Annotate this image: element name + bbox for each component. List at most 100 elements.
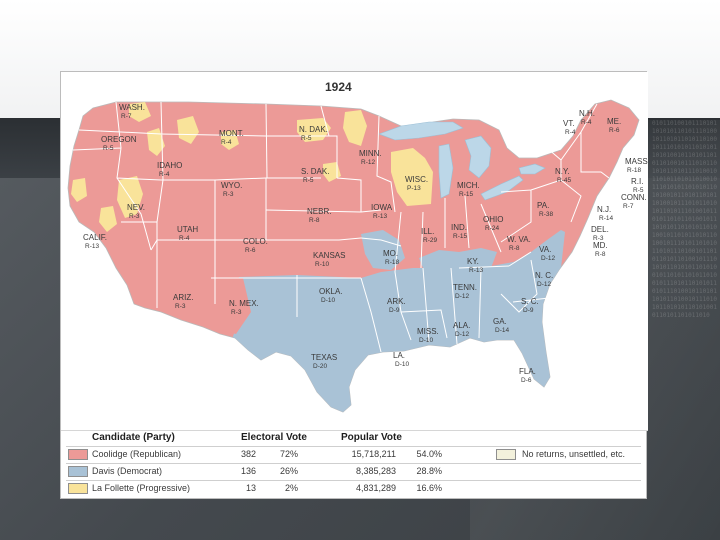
state-label: COLO. bbox=[243, 237, 268, 246]
lake-erie bbox=[480, 175, 524, 201]
state-label: IOWA bbox=[371, 203, 393, 212]
state-electoral-votes: R-14 bbox=[599, 215, 613, 222]
state-label: N. MEX. bbox=[229, 299, 259, 308]
legend-no-returns: No returns, unsettled, etc. bbox=[522, 449, 626, 459]
legend-row-republican: Coolidge (Republican) 382 72% 15,718,211… bbox=[66, 448, 641, 462]
legend-candidate: Davis (Democrat) bbox=[92, 466, 163, 476]
legend-header-popular: Popular Vote bbox=[341, 432, 402, 443]
election-map-figure: 1924 bbox=[60, 71, 648, 499]
state-label: VT. bbox=[563, 119, 575, 128]
legend-rule bbox=[66, 446, 641, 447]
legend-ev: 136 bbox=[240, 466, 256, 476]
state-electoral-votes: R-5 bbox=[633, 187, 644, 194]
state-electoral-votes: R-29 bbox=[423, 237, 437, 244]
state-electoral-votes: D-12 bbox=[541, 255, 555, 262]
state-label: N. C. bbox=[535, 271, 553, 280]
legend-table: Candidate (Party) Electoral Vote Popular… bbox=[66, 430, 641, 496]
virginia-region bbox=[503, 230, 565, 268]
state-label: KY. bbox=[467, 257, 479, 266]
legend-ev-pct: 72% bbox=[279, 449, 298, 459]
legend-header-candidate: Candidate (Party) bbox=[92, 432, 175, 443]
washington-progressive bbox=[129, 102, 151, 122]
state-label: ALA. bbox=[453, 321, 470, 330]
state-label: DEL. bbox=[591, 225, 609, 234]
state-label: IDAHO bbox=[157, 161, 182, 170]
state-label: MD. bbox=[593, 241, 608, 250]
state-electoral-votes: D-9 bbox=[389, 307, 400, 314]
us-election-map: 1924 bbox=[61, 72, 648, 430]
state-label: CALIF. bbox=[83, 233, 107, 242]
state-electoral-votes: R-3 bbox=[175, 303, 186, 310]
state-electoral-votes: R-15 bbox=[459, 191, 473, 198]
state-electoral-votes: R-45 bbox=[557, 177, 571, 184]
state-label: OREGON bbox=[101, 135, 137, 144]
lake-ontario bbox=[518, 163, 546, 175]
wisconsin-progressive bbox=[391, 148, 433, 206]
legend-pv-pct: 54.0% bbox=[416, 449, 442, 459]
state-electoral-votes: R-18 bbox=[627, 167, 641, 174]
state-electoral-votes: D-10 bbox=[321, 297, 335, 304]
legend-rule bbox=[66, 480, 641, 481]
state-label: ARK. bbox=[387, 297, 406, 306]
state-label: GA. bbox=[493, 317, 507, 326]
legend-rule bbox=[66, 463, 641, 464]
state-electoral-votes: R-12 bbox=[361, 159, 375, 166]
state-electoral-votes: P-13 bbox=[407, 185, 421, 192]
state-label: N.J. bbox=[597, 205, 611, 214]
legend-pv: 8,385,283 bbox=[355, 466, 396, 476]
state-electoral-votes: R-6 bbox=[609, 127, 620, 134]
state-electoral-votes: R-8 bbox=[509, 245, 520, 252]
state-electoral-votes: R-13 bbox=[373, 213, 387, 220]
nevada-progressive-2 bbox=[99, 206, 117, 232]
legend-swatch-republican bbox=[68, 449, 88, 460]
state-label: R.I. bbox=[631, 177, 643, 186]
state-label: LA. bbox=[393, 351, 405, 360]
state-label: TENN. bbox=[453, 283, 477, 292]
state-electoral-votes: R-13 bbox=[85, 243, 99, 250]
state-label: MO. bbox=[383, 249, 398, 258]
state-electoral-votes: R-4 bbox=[565, 129, 576, 136]
state-electoral-votes: R-4 bbox=[179, 235, 190, 242]
state-label: KANSAS bbox=[313, 251, 345, 260]
state-electoral-votes: R-3 bbox=[231, 309, 242, 316]
state-label: UTAH bbox=[177, 225, 198, 234]
state-label: WASH. bbox=[119, 103, 145, 112]
state-label: OHIO bbox=[483, 215, 503, 224]
lake-superior bbox=[378, 121, 464, 141]
state-electoral-votes: D-12 bbox=[455, 331, 469, 338]
state-electoral-votes: D-20 bbox=[313, 363, 327, 370]
state-label: MONT. bbox=[219, 129, 244, 138]
state-electoral-votes: R-4 bbox=[221, 139, 232, 146]
state-label: IND. bbox=[451, 223, 467, 232]
map-title-text: 1924 bbox=[325, 80, 352, 94]
legend-ev: 382 bbox=[240, 449, 256, 459]
state-electoral-votes: D-12 bbox=[455, 293, 469, 300]
state-label: OKLA. bbox=[319, 287, 343, 296]
montana-progressive bbox=[177, 116, 199, 144]
legend-candidate: Coolidge (Republican) bbox=[92, 449, 182, 459]
kentucky-democratic-patch bbox=[419, 248, 497, 268]
lake-michigan bbox=[438, 143, 454, 199]
state-electoral-votes: R-38 bbox=[539, 211, 553, 218]
state-label: W. VA. bbox=[507, 235, 531, 244]
state-electoral-votes: R-5 bbox=[103, 145, 114, 152]
state-label: S. DAK. bbox=[301, 167, 329, 176]
new-mexico-red-patch bbox=[211, 278, 251, 334]
state-borders bbox=[72, 101, 610, 353]
state-label: WISC. bbox=[405, 175, 428, 184]
state-label: N.H. bbox=[579, 109, 595, 118]
state-label: FLA. bbox=[519, 367, 536, 376]
state-label: MASS. bbox=[625, 157, 648, 166]
state-electoral-votes: R-3 bbox=[593, 235, 604, 242]
state-electoral-votes: R-4 bbox=[159, 171, 170, 178]
legend-header-electoral: Electoral Vote bbox=[241, 432, 307, 443]
state-electoral-votes: D-10 bbox=[419, 337, 433, 344]
legend-pv: 15,718,211 bbox=[351, 449, 396, 459]
lake-huron bbox=[464, 135, 492, 179]
state-label: N. DAK. bbox=[299, 125, 328, 134]
state-electoral-votes: R-7 bbox=[121, 113, 132, 120]
map-legend-divider bbox=[61, 430, 648, 431]
state-electoral-votes: R-5 bbox=[301, 135, 312, 142]
legend-pv-pct: 16.6% bbox=[416, 483, 442, 493]
state-electoral-votes: R-3 bbox=[129, 213, 140, 220]
